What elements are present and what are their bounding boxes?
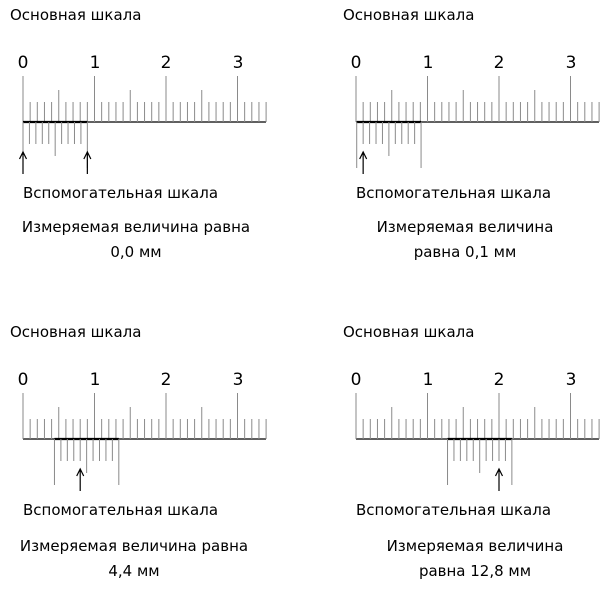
main-scale-number: 0 <box>18 53 29 73</box>
main-scale-number: 3 <box>566 370 577 390</box>
main-scale-number: 3 <box>233 370 244 390</box>
main-scale-number: 1 <box>90 53 101 73</box>
main-scale-numbers: 0 1 2 3 <box>351 53 577 73</box>
main-scale-number: 2 <box>494 53 505 73</box>
result-line-1: Измеряемая величина <box>387 537 564 555</box>
main-scale-label: Основная шкала <box>10 6 141 24</box>
reading-arrows <box>76 467 85 491</box>
vernier-scale-ticks <box>22 120 88 168</box>
vernier-scale-ticks <box>356 120 422 168</box>
main-scale-numbers: 0 1 2 3 <box>18 53 244 73</box>
result-line-2: 0,0 мм <box>110 243 161 261</box>
vernier-scale-ticks <box>53 437 120 485</box>
vernier-scale-ticks <box>447 437 513 485</box>
vernier-scale-label: Вспомогательная шкала <box>356 184 551 202</box>
main-scale-number: 1 <box>423 53 434 73</box>
main-scale-number: 2 <box>161 370 172 390</box>
vernier-scale-label: Вспомогательная шкала <box>23 501 218 519</box>
main-scale-number: 2 <box>161 53 172 73</box>
main-scale-ticks <box>355 393 600 440</box>
main-scale-number: 2 <box>494 370 505 390</box>
main-scale-numbers: 0 1 2 3 <box>18 370 244 390</box>
result-line-2: равна 0,1 мм <box>414 243 517 261</box>
panel-0-1-reading: Основная шкала 0 1 2 3 Вспомогательная ш… <box>343 6 600 261</box>
main-scale-number: 3 <box>233 53 244 73</box>
main-scale-number: 1 <box>423 370 434 390</box>
main-scale-label: Основная шкала <box>343 6 474 24</box>
reading-arrows <box>359 150 368 174</box>
reading-arrow <box>83 150 92 174</box>
vernier-scale-label: Вспомогательная шкала <box>356 501 551 519</box>
vernier-scale-label: Вспомогательная шкала <box>23 184 218 202</box>
result-line-1: Измеряемая величина равна <box>22 218 250 236</box>
reading-arrows <box>494 467 504 491</box>
reading-arrows <box>18 150 92 174</box>
main-scale-number: 0 <box>351 370 362 390</box>
reading-arrow <box>494 467 504 491</box>
panel-4-4-reading: Основная шкала 0 1 2 3 Вспомогательная ш… <box>10 323 267 580</box>
result-line-2: 4,4 мм <box>108 562 159 580</box>
main-scale-numbers: 0 1 2 3 <box>351 370 577 390</box>
main-scale-number: 3 <box>566 53 577 73</box>
result-line-1: Измеряемая величина равна <box>20 537 248 555</box>
main-scale-ticks <box>355 76 600 123</box>
main-scale-label: Основная шкала <box>10 323 141 341</box>
panel-zero-reading: Основная шкала 0 1 2 3 Вспомогательная ш… <box>10 6 267 261</box>
main-scale-ticks <box>22 76 267 123</box>
main-scale-number: 1 <box>90 370 101 390</box>
reading-arrow <box>18 150 28 174</box>
result-line-2: равна 12,8 мм <box>419 562 531 580</box>
main-scale-number: 0 <box>18 370 29 390</box>
reading-arrow <box>76 467 85 491</box>
main-scale-label: Основная шкала <box>343 323 474 341</box>
main-scale-number: 0 <box>351 53 362 73</box>
reading-arrow <box>359 150 368 174</box>
panel-12-8-reading: Основная шкала 0 1 2 3 Вспомогательная ш… <box>343 323 600 580</box>
main-scale-ticks <box>22 393 267 440</box>
result-line-1: Измеряемая величина <box>377 218 554 236</box>
